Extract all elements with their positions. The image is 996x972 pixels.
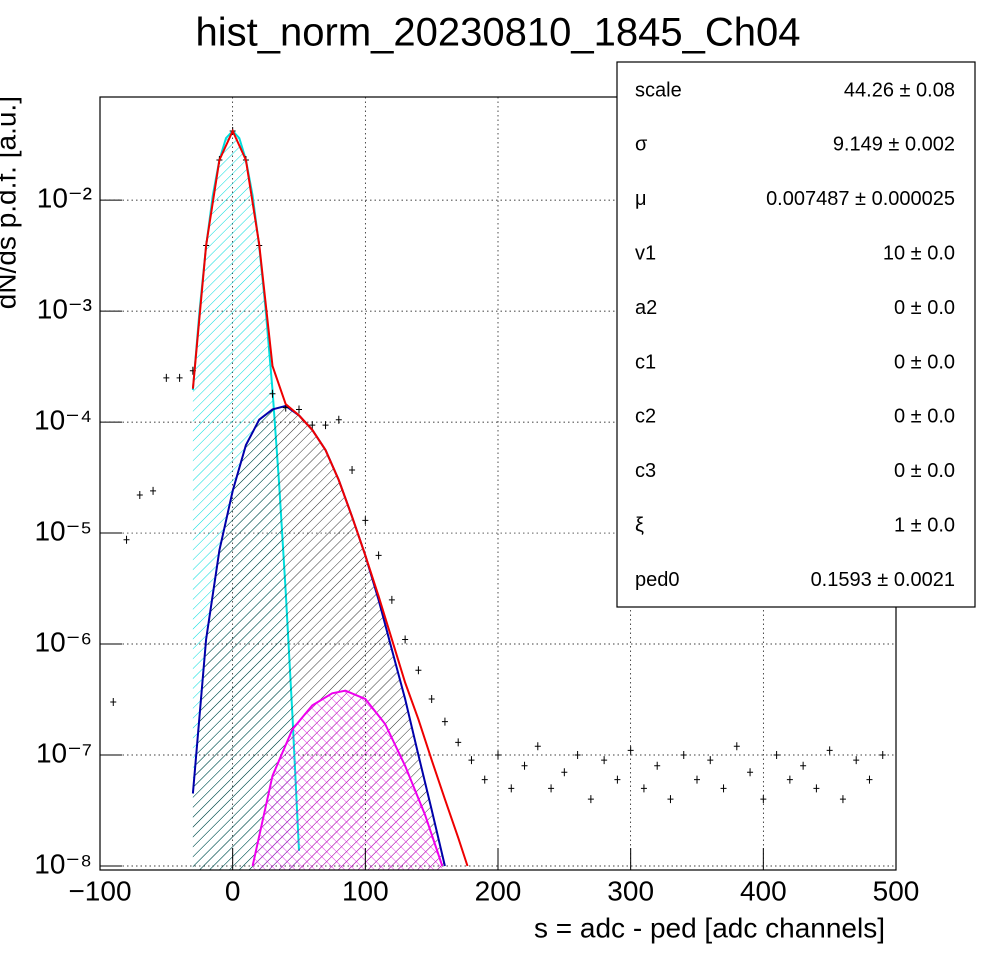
data-point	[349, 466, 356, 475]
data-point	[415, 666, 422, 675]
y-tick-label: 10⁻⁴	[34, 404, 92, 435]
data-point	[654, 761, 661, 770]
stats-value: 0 ± 0.0	[894, 351, 955, 373]
y-tick-label: 10⁻²	[37, 183, 92, 214]
data-point	[813, 784, 820, 793]
y-tick-label: 10⁻⁷	[36, 737, 92, 768]
stats-name: a2	[635, 297, 657, 319]
data-point	[362, 516, 369, 525]
data-point	[733, 742, 740, 751]
data-point	[694, 775, 700, 784]
x-tick-label: 400	[740, 875, 787, 906]
stats-name: μ	[635, 188, 647, 210]
data-point	[269, 389, 276, 398]
data-point	[110, 698, 117, 707]
stats-name: v1	[635, 242, 656, 264]
data-point	[640, 784, 647, 793]
data-point	[455, 738, 462, 747]
stats-value: 0 ± 0.0	[894, 297, 955, 319]
data-point	[601, 756, 608, 765]
data-point	[309, 421, 316, 430]
y-tick-label: 10⁻⁶	[35, 626, 92, 657]
data-point	[322, 421, 329, 430]
x-tick-label: 300	[607, 875, 654, 906]
stats-name: c1	[635, 351, 656, 373]
data-point	[879, 751, 886, 760]
stats-value: 0 ± 0.0	[894, 406, 955, 428]
data-point	[296, 405, 302, 414]
x-tick-label: 0	[225, 875, 241, 906]
data-point	[574, 751, 581, 760]
stats-name: ξ	[635, 514, 644, 536]
data-point	[839, 795, 846, 804]
data-point	[388, 595, 395, 604]
axes: −100 0 100 200 300 400 500 10⁻⁸ 10⁻⁷ 10⁻⁶ 10⁻⁵ 10⁻⁴…	[34, 183, 919, 907]
data-point	[587, 795, 594, 804]
data-point	[760, 795, 767, 804]
data-point	[123, 535, 130, 544]
data-point	[866, 775, 873, 784]
stats-name: scale	[635, 79, 682, 101]
data-point	[548, 784, 555, 793]
stats-value: 9.149 ± 0.002	[833, 134, 955, 156]
stats-value: 10 ± 0.0	[883, 242, 955, 264]
x-tick-label: 500	[873, 875, 920, 906]
fit-area	[252, 690, 443, 870]
data-point	[508, 784, 515, 793]
data-point	[614, 775, 621, 784]
data-point	[481, 775, 488, 784]
data-point	[335, 415, 342, 424]
stats-name: c3	[635, 460, 656, 482]
data-point	[375, 551, 382, 560]
fit-curve	[191, 128, 469, 867]
data-point	[468, 756, 475, 765]
plot-area	[110, 126, 886, 870]
data-point	[627, 746, 634, 755]
y-axis-label: dN/ds p.d.f. [a.u.]	[0, 96, 21, 309]
y-tick-label: 10⁻⁵	[34, 515, 92, 546]
x-tick-label: 100	[342, 875, 389, 906]
data-point	[495, 751, 501, 760]
stats-value: 44.26 ± 0.08	[844, 79, 955, 101]
stats-frame	[616, 61, 976, 608]
stats-value: 0.1593 ± 0.0021	[811, 569, 955, 591]
data-point	[534, 742, 541, 751]
y-tick-label: 10⁻³	[37, 294, 92, 325]
y-tick-label: 10⁻⁸	[34, 848, 92, 879]
data-point	[800, 761, 807, 770]
data-point	[826, 746, 833, 755]
data-point	[521, 761, 528, 770]
chart-title: hist_norm_20230810_1845_Ch04	[196, 11, 801, 55]
stats-name: σ	[635, 134, 648, 156]
x-tick-label: −100	[68, 875, 131, 906]
stats-name: c2	[635, 406, 656, 428]
data-point	[853, 756, 860, 765]
stats-value: 0 ± 0.0	[894, 460, 955, 482]
data-point	[680, 751, 687, 760]
data-point	[773, 751, 780, 760]
stats-value: 1 ± 0.0	[894, 514, 955, 536]
x-tick-label: 200	[475, 875, 522, 906]
fit-curve	[251, 689, 444, 867]
data-point	[176, 373, 183, 382]
x-axis-label: s = adc - ped [adc channels]	[534, 912, 885, 943]
data-point	[707, 756, 714, 765]
data-point	[150, 486, 157, 495]
data-point	[441, 717, 448, 726]
stats-value: 0.007487 ± 0.000025	[766, 188, 955, 210]
data-point	[747, 768, 754, 777]
data-point	[136, 491, 143, 500]
data-point	[561, 768, 568, 777]
data-point	[163, 373, 170, 382]
data-point	[402, 635, 409, 644]
data-point	[428, 694, 435, 703]
data-point	[720, 784, 727, 793]
stats-name: ped0	[635, 569, 680, 591]
data-point	[786, 775, 793, 784]
stats-box: scale 44.26 ± 0.08 σ 9.149 ± 0.002 μ 0.007487…	[616, 61, 976, 608]
data-point	[667, 795, 674, 804]
